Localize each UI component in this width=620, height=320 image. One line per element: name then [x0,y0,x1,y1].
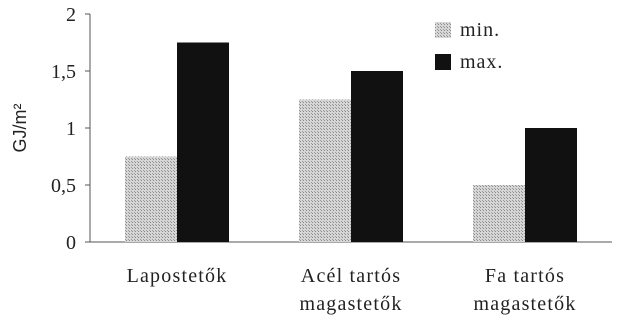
category-label: Acél tartós [301,265,401,287]
y-tick-label: 2 [66,4,76,26]
x-axis-category-labels: Lapostetők Acél tartós magastetők Fa tartós… [127,265,576,315]
y-tick-label: 0 [66,232,76,254]
bar-max-0 [177,42,229,242]
y-axis-ticks: 0 0,5 1 1,5 2 [51,4,90,254]
y-tick-label: 1,5 [51,61,76,83]
y-tick-label: 1 [66,118,76,140]
bar-min-2 [473,185,525,242]
legend-label-max: max. [460,51,503,73]
category-label: Fa tartós [485,265,565,287]
y-tick-label: 0,5 [51,175,76,197]
bar-min-1 [299,99,351,242]
bars [125,42,577,242]
legend: min. max. [435,19,503,73]
legend-label-min: min. [460,19,500,41]
legend-swatch-min [435,22,451,38]
category-label: magastetők [299,293,402,315]
bar-max-2 [525,128,577,242]
y-axis-title: GJ/m² [10,104,30,153]
bar-max-1 [351,71,403,242]
category-label: Lapostetők [127,265,228,287]
legend-swatch-max [435,54,451,70]
bar-min-0 [125,156,177,242]
category-label: magastetők [473,293,576,315]
